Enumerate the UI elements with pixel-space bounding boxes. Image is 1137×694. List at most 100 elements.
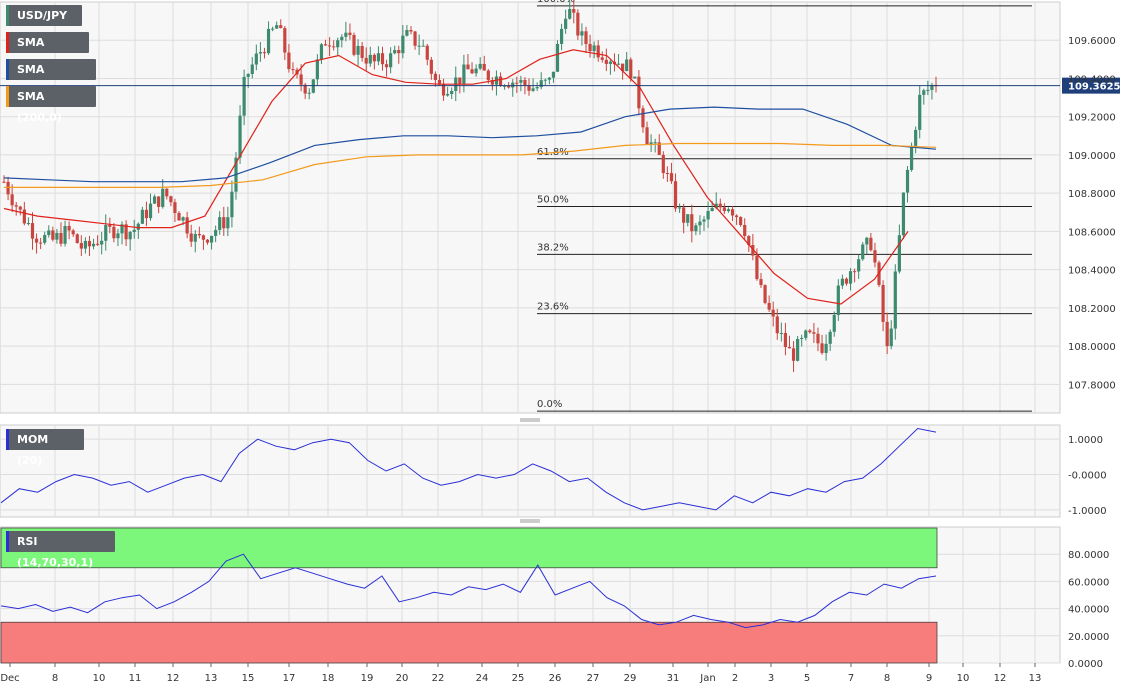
- last-price-box: [1062, 77, 1120, 94]
- x-tick-label: 20: [396, 673, 409, 684]
- candle: [409, 26, 413, 35]
- sma-line-2: [4, 142, 937, 188]
- candle: [441, 78, 446, 101]
- candle-body: [486, 70, 490, 81]
- x-tick-label: 5: [804, 673, 810, 684]
- candle-body: [266, 28, 271, 54]
- candle: [275, 21, 279, 29]
- x-tick-label: 9: [926, 673, 932, 684]
- candle: [616, 54, 621, 66]
- candle-body: [616, 63, 621, 65]
- candle: [254, 44, 258, 71]
- candle: [262, 47, 267, 59]
- candle-body: [584, 31, 588, 44]
- legend-rsi-label: RSI (14,70,30,1): [17, 535, 94, 569]
- candle-body: [14, 205, 18, 207]
- candle: [287, 44, 291, 73]
- candle: [576, 9, 580, 40]
- candle: [543, 78, 547, 86]
- legend-mom[interactable]: MOM (20): [6, 429, 84, 467]
- candle-body: [441, 84, 446, 96]
- legend-sma100[interactable]: SMA (100,0): [6, 59, 96, 97]
- candle-body: [812, 332, 816, 334]
- candle-body: [128, 231, 132, 240]
- candle-body: [144, 209, 149, 219]
- x-tick-label: 3: [768, 673, 774, 684]
- candle-body: [800, 337, 804, 339]
- candle: [844, 277, 849, 286]
- candle: [152, 194, 157, 205]
- candle: [104, 214, 108, 251]
- candle: [311, 79, 315, 94]
- y-tick-label: 108.8000: [1068, 189, 1116, 200]
- legend-sma20[interactable]: SMA (20,0): [6, 32, 89, 70]
- candle-body: [511, 82, 515, 88]
- candle: [502, 84, 507, 90]
- legend-rsi[interactable]: RSI (14,70,30,1): [6, 531, 115, 569]
- candle-body: [922, 90, 926, 95]
- candle: [242, 69, 246, 126]
- candle-body: [18, 206, 22, 210]
- candle-body: [417, 45, 421, 47]
- x-tick-label: Dec: [0, 673, 19, 684]
- candle: [144, 201, 149, 227]
- candle-body: [332, 46, 336, 48]
- mom-line: [0, 427, 937, 511]
- x-tick-label: 25: [512, 673, 525, 684]
- candle-body: [189, 233, 193, 242]
- candle-body: [555, 43, 560, 72]
- candle: [694, 222, 698, 236]
- candle: [96, 235, 100, 247]
- candle-body: [853, 271, 857, 273]
- candle: [173, 198, 177, 223]
- candle-body: [283, 28, 287, 53]
- candle: [633, 76, 637, 79]
- candle-body: [242, 76, 246, 116]
- candle-body: [808, 330, 812, 333]
- candle-body: [352, 34, 356, 55]
- fib-label: 50.0%: [537, 195, 569, 206]
- candle: [59, 222, 63, 247]
- legend-sma200[interactable]: SMA (200,0): [6, 86, 96, 124]
- candle-body: [364, 57, 368, 64]
- candle-body: [34, 238, 39, 243]
- candle-body: [303, 84, 307, 94]
- candle: [739, 216, 743, 227]
- candle-body: [474, 68, 478, 74]
- candle-body: [722, 207, 726, 212]
- candle-body: [836, 285, 840, 316]
- candle: [55, 228, 59, 244]
- candle: [201, 234, 206, 250]
- candle: [747, 235, 751, 252]
- candle: [266, 21, 271, 55]
- candle-body: [205, 239, 210, 243]
- candle-body: [478, 63, 482, 69]
- candle: [18, 205, 22, 216]
- candle: [384, 59, 389, 77]
- candle: [393, 45, 397, 55]
- candle-body: [108, 225, 112, 227]
- x-tick-label: 10: [93, 673, 106, 684]
- candle: [323, 39, 328, 46]
- legend-mom-swatch: [6, 429, 9, 450]
- candle-body: [706, 211, 710, 220]
- candle: [564, 9, 568, 34]
- legend-symbol[interactable]: USD/JPY: [6, 5, 82, 26]
- candle: [417, 34, 421, 56]
- candle-body: [209, 235, 214, 243]
- candle: [140, 206, 144, 225]
- candle: [470, 62, 474, 74]
- candle-body: [901, 192, 906, 236]
- candle-body: [832, 315, 836, 332]
- candle: [869, 232, 873, 252]
- candle: [209, 235, 214, 250]
- candle: [169, 195, 173, 207]
- candle-body: [336, 40, 340, 48]
- candle-body: [661, 154, 665, 174]
- candle-body: [446, 94, 450, 96]
- candle-body: [828, 331, 832, 344]
- candle: [482, 55, 486, 71]
- rsi-tick-label: 60.0000: [1068, 577, 1109, 588]
- candle-body: [201, 235, 206, 240]
